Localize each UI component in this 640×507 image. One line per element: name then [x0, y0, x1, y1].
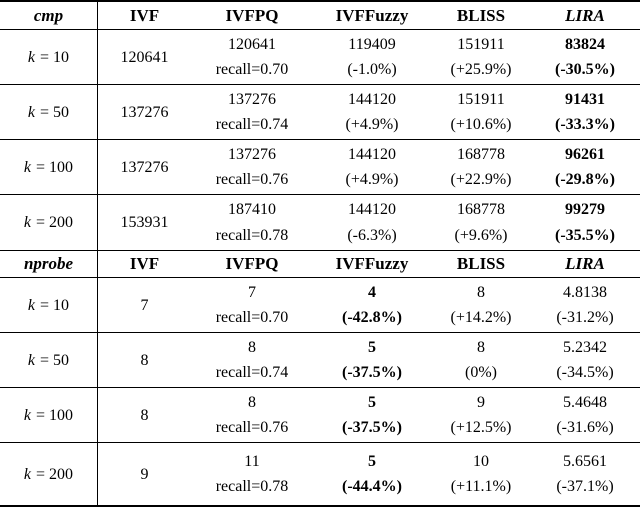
cell-bliss: 8 (0%) — [465, 338, 497, 382]
cell-ivfpq: 8 recall=0.74 — [215, 338, 289, 382]
k-symbol: k — [23, 465, 32, 483]
column-divider — [96, 2, 98, 505]
table-row: k = 10 7 7 recall=0.70 4 (-42.8%) 8 (+14.… — [0, 278, 640, 333]
col-header-ivffuzzy: IVFFuzzy — [335, 5, 409, 25]
cell-bliss: 9 (+12.5%) — [450, 393, 512, 437]
cell-ivfpq: 7 recall=0.70 — [215, 283, 289, 327]
cell-ivf: 7 — [140, 296, 149, 314]
cell-ivffuzzy: 5 (-44.4%) — [342, 452, 402, 496]
col-header-ivf: IVF — [129, 254, 160, 273]
cell-ivffuzzy: 4 (-42.8%) — [342, 283, 402, 327]
metric-header-cmp: cmp — [33, 5, 64, 25]
cell-ivfpq: 8 recall=0.76 — [215, 393, 289, 437]
k-value: = 50 — [40, 103, 70, 121]
col-header-ivfpq: IVFPQ — [225, 254, 279, 273]
cell-bliss: 151911 (+10.6%) — [450, 90, 512, 134]
cell-ivfpq: 187410 recall=0.78 — [215, 201, 289, 244]
col-header-lira: LIRA — [565, 254, 605, 273]
cell-ivf: 153931 — [120, 214, 169, 231]
cell-ivffuzzy: 119409 (-1.0%) — [347, 35, 397, 79]
cell-bliss: 168778 (+22.9%) — [450, 145, 512, 189]
k-label: k = 50 — [0, 333, 97, 387]
table-row: k = 10 120641 120641 recall=0.70 119409 (… — [0, 30, 640, 85]
cell-lira: 4.8138 (-31.2%) — [556, 283, 614, 327]
k-label: k = 200 — [0, 195, 97, 250]
cell-ivf: 8 — [140, 351, 149, 369]
k-label: k = 100 — [0, 140, 97, 194]
k-value: = 200 — [36, 465, 74, 483]
cell-lira: 5.2342 (-34.5%) — [556, 338, 614, 382]
cell-lira: 99279 (-35.5%) — [555, 201, 615, 244]
cell-ivffuzzy: 144120 (-6.3%) — [347, 201, 397, 244]
cell-ivffuzzy: 5 (-37.5%) — [342, 393, 402, 437]
cell-lira: 5.4648 (-31.6%) — [556, 393, 614, 437]
col-header-ivfpq: IVFPQ — [225, 5, 279, 25]
cell-ivf: 137276 — [120, 158, 169, 176]
cell-bliss: 10 (+11.1%) — [450, 452, 512, 496]
k-value: = 10 — [40, 296, 70, 314]
k-value: = 100 — [36, 158, 74, 176]
k-symbol: k — [27, 296, 36, 314]
k-value: = 10 — [40, 48, 70, 66]
nprobe-header-row: nprobe IVF IVFPQ IVFFuzzy BLISS LIRA — [0, 250, 640, 278]
cell-ivfpq: 137276 recall=0.76 — [215, 145, 289, 189]
k-symbol: k — [23, 158, 32, 176]
k-label: k = 100 — [0, 388, 97, 442]
table-row: k = 200 153931 187410 recall=0.78 144120 … — [0, 195, 640, 250]
cell-bliss: 151911 (+25.9%) — [450, 35, 512, 79]
col-header-bliss: BLISS — [456, 254, 506, 273]
k-symbol: k — [27, 48, 36, 66]
k-label: k = 10 — [0, 30, 97, 84]
k-value: = 50 — [40, 351, 70, 369]
table-row: k = 50 137276 137276 recall=0.74 144120 (… — [0, 85, 640, 140]
table-row: k = 50 8 8 recall=0.74 5 (-37.5%) 8 (0%) … — [0, 333, 640, 388]
cell-ivf: 8 — [140, 406, 149, 424]
metric-header-nprobe: nprobe — [23, 254, 74, 273]
cell-lira: 5.6561 (-37.1%) — [556, 452, 614, 496]
cell-ivf: 9 — [140, 465, 149, 483]
col-header-ivffuzzy: IVFFuzzy — [335, 254, 409, 273]
col-header-bliss: BLISS — [456, 5, 506, 25]
k-symbol: k — [23, 214, 32, 231]
table-row: k = 100 137276 137276 recall=0.76 144120 … — [0, 140, 640, 195]
table-row: k = 200 9 11 recall=0.78 5 (-44.4%) 10 (+… — [0, 443, 640, 505]
cell-ivfpq: 120641 recall=0.70 — [215, 35, 289, 79]
cell-lira: 96261 (-29.8%) — [555, 145, 615, 189]
k-symbol: k — [27, 103, 36, 121]
cmp-header-row: cmp IVF IVFPQ IVFFuzzy BLISS LIRA — [0, 2, 640, 30]
cell-ivf: 137276 — [120, 103, 169, 121]
cell-ivfpq: 137276 recall=0.74 — [215, 90, 289, 134]
k-value: = 200 — [36, 214, 74, 231]
col-header-lira: LIRA — [565, 5, 605, 25]
cell-bliss: 168778 (+9.6%) — [454, 201, 508, 244]
k-label: k = 50 — [0, 85, 97, 139]
cell-ivfpq: 11 recall=0.78 — [215, 452, 289, 496]
cell-lira: 83824 (-30.5%) — [555, 35, 615, 79]
k-symbol: k — [23, 406, 32, 424]
k-label: k = 10 — [0, 278, 97, 332]
cell-bliss: 8 (+14.2%) — [450, 283, 512, 327]
k-label: k = 200 — [0, 443, 97, 505]
cell-ivffuzzy: 144120 (+4.9%) — [345, 90, 399, 134]
table-row: k = 100 8 8 recall=0.76 5 (-37.5%) 9 (+12… — [0, 388, 640, 443]
col-header-ivf: IVF — [129, 5, 160, 25]
cell-lira: 91431 (-33.3%) — [555, 90, 615, 134]
k-symbol: k — [27, 351, 36, 369]
cell-ivffuzzy: 5 (-37.5%) — [342, 338, 402, 382]
cell-ivf: 120641 — [120, 48, 169, 66]
k-value: = 100 — [36, 406, 74, 424]
cell-ivffuzzy: 144120 (+4.9%) — [345, 145, 399, 189]
